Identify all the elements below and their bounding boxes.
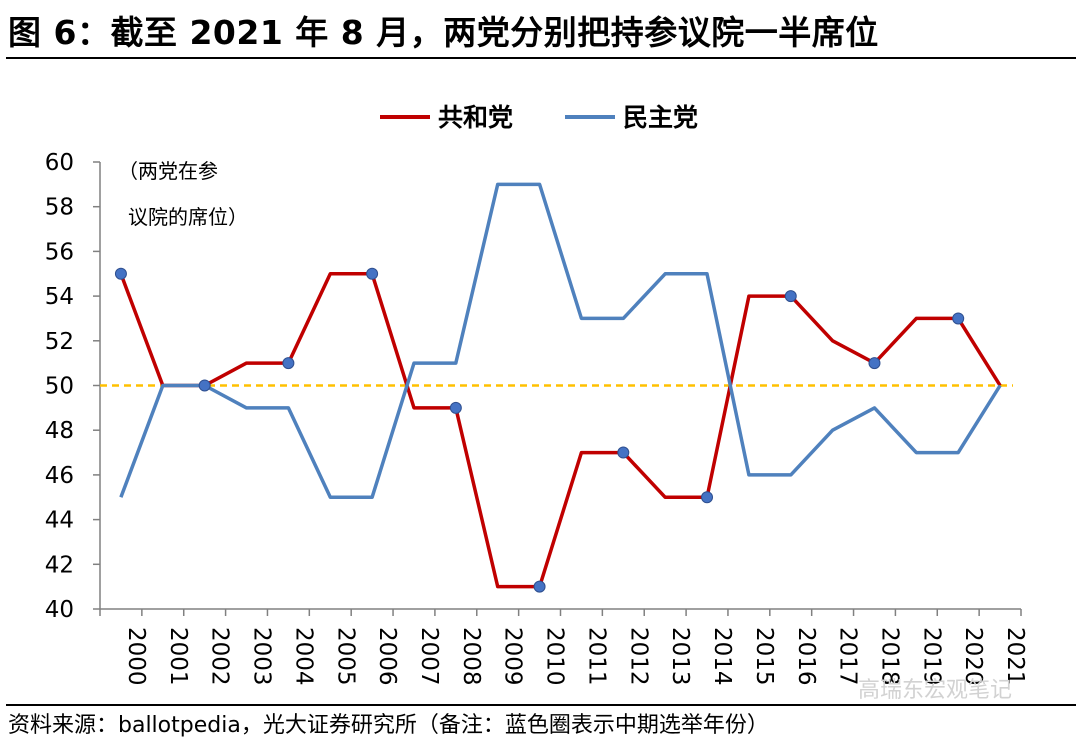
x-tick-label: 2008	[458, 627, 484, 686]
chart-series	[100, 182, 1013, 593]
x-tick-label: 2005	[332, 627, 358, 686]
x-tick-label: 2011	[583, 627, 609, 686]
y-tick-label: 60	[45, 150, 74, 176]
midterm-marker	[282, 357, 295, 370]
y-tick-label: 52	[45, 329, 74, 355]
x-tick-label: 2003	[249, 627, 275, 686]
x-tick-label: 2006	[374, 627, 400, 686]
midterm-marker	[701, 491, 714, 504]
midterm-marker	[449, 401, 462, 414]
y-tick-label: 58	[45, 195, 74, 221]
x-tick-label: 2017	[835, 627, 861, 686]
midterm-marker	[198, 379, 211, 392]
legend-label-republican: 共和党	[438, 103, 513, 132]
midterm-marker	[868, 357, 881, 370]
chart-axes: 40 42 44 46 48 50 52 54 56 58 60 2000 2001 2002 2003 20…	[45, 150, 1028, 686]
x-tick-label: 2020	[960, 627, 986, 686]
x-tick-label: 2014	[709, 627, 735, 686]
midterm-marker	[533, 580, 546, 593]
legend-label-democrat: 民主党	[623, 103, 698, 132]
x-tick-label: 2018	[876, 627, 902, 686]
x-tick-label: 2015	[751, 627, 777, 686]
chart-legend: 共和党 民主党	[380, 103, 698, 132]
x-tick-label: 2013	[667, 627, 693, 686]
x-tick-label: 2002	[207, 627, 233, 686]
source-rule	[6, 704, 1076, 706]
y-tick-label: 48	[45, 418, 74, 444]
title-rule	[6, 57, 1076, 59]
chart-annotation-line: （两党在参	[118, 159, 218, 183]
x-tick-label: 2021	[1002, 627, 1028, 686]
midterm-marker	[114, 267, 127, 280]
series-line-democrat	[119, 182, 1002, 500]
y-tick-label: 54	[45, 284, 74, 310]
y-tick-label: 44	[45, 508, 74, 534]
y-tick-label: 40	[45, 597, 74, 623]
x-tick-label: 2009	[500, 627, 526, 686]
series-line-republican	[119, 272, 1002, 589]
y-tick-label: 46	[45, 463, 74, 489]
y-tick-label: 42	[45, 552, 74, 578]
x-tick-label: 2010	[542, 627, 568, 686]
y-tick-label: 50	[45, 374, 74, 400]
watermark: 高瑞东宏观笔记	[858, 678, 1013, 703]
y-tick-label: 56	[45, 239, 74, 265]
midterm-marker	[952, 312, 965, 325]
source-note: 资料来源：ballotpedia，光大证券研究所（备注：蓝色圈表示中期选举年份）	[8, 713, 769, 738]
x-tick-label: 2019	[918, 627, 944, 686]
midterm-marker	[617, 446, 630, 459]
midterm-marker	[784, 290, 797, 303]
figure-title: 图 6：截至 2021 年 8 月，两党分别把持参议院一半席位	[8, 13, 879, 52]
chart-annotation-line: 议院的席位）	[128, 205, 248, 229]
x-tick-label: 2007	[416, 627, 442, 686]
x-tick-label: 2012	[625, 627, 651, 686]
x-tick-label: 2004	[290, 627, 316, 686]
x-tick-label: 2000	[123, 627, 149, 686]
x-tick-label: 2001	[165, 627, 191, 686]
midterm-marker	[366, 267, 379, 280]
x-tick-label: 2016	[793, 627, 819, 686]
